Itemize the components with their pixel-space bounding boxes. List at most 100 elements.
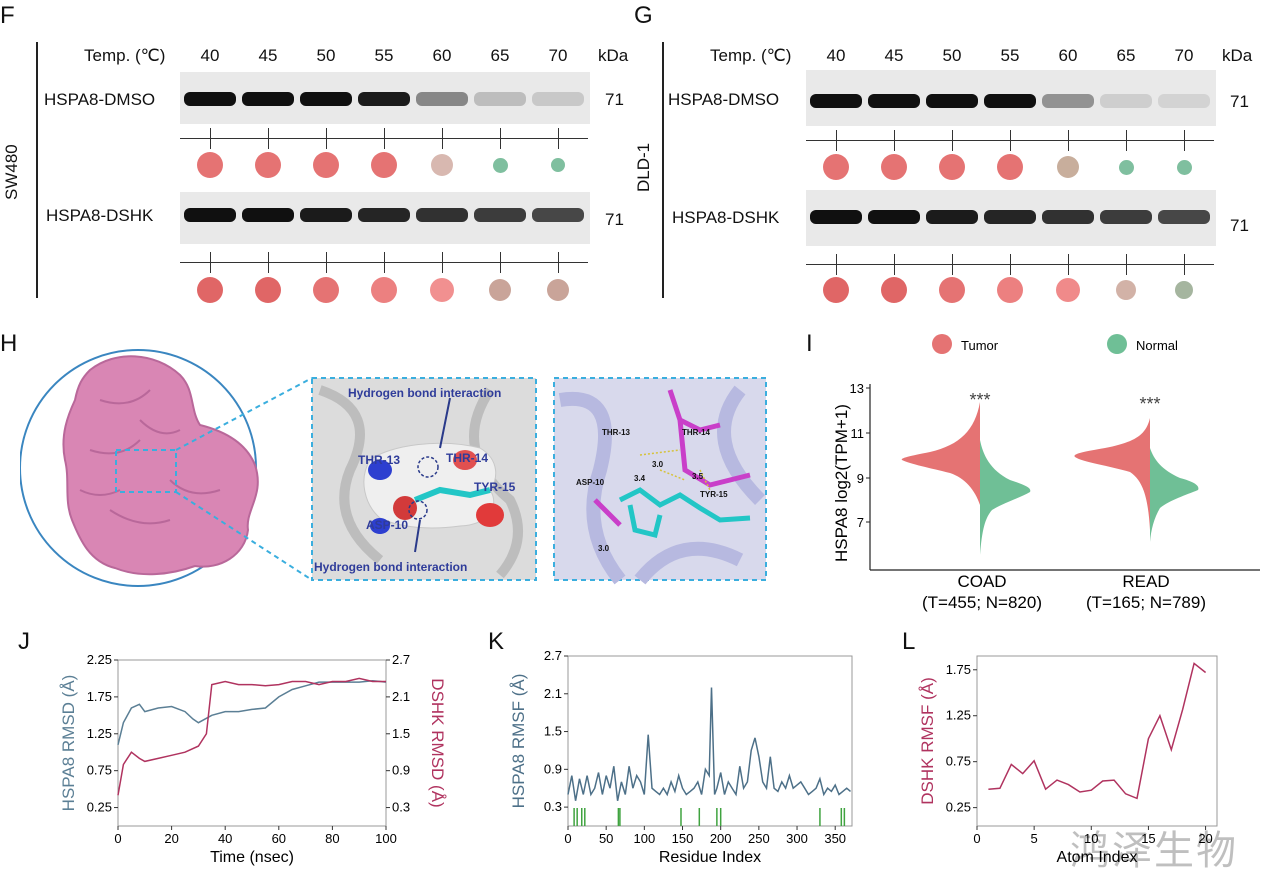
band-g-1-3 bbox=[984, 210, 1036, 224]
y-tick-label: 0.3 bbox=[544, 799, 562, 814]
x-tick-label: 0 bbox=[114, 831, 121, 846]
stability-dot-g-1-2 bbox=[939, 277, 965, 303]
violin-y-tick-label: 13 bbox=[850, 381, 864, 396]
cell-line-label-g: DLD-1 bbox=[634, 142, 653, 192]
stability-dot-f-0-3 bbox=[371, 152, 397, 178]
label-hbond-bottom: Hydrogen bond interaction bbox=[314, 560, 468, 574]
panel-letter-j: J bbox=[18, 628, 30, 655]
stability-dot-g-0-0 bbox=[823, 154, 849, 180]
label-dist-2: 3.4 bbox=[634, 474, 646, 483]
y2-axis-title: DSHK RMSD (Å) bbox=[428, 678, 447, 807]
stability-dot-f-1-2 bbox=[313, 277, 339, 303]
sig-stars-coad: *** bbox=[969, 390, 990, 410]
x-tick-label: 150 bbox=[672, 831, 694, 846]
dot-axis-tick bbox=[384, 139, 385, 149]
band-f-1-2 bbox=[300, 208, 352, 222]
x-axis-title: Time (nsec) bbox=[210, 849, 294, 866]
panel-letter-i: I bbox=[806, 330, 813, 357]
panel-letter-g: G bbox=[634, 2, 653, 29]
dot-axis-tick bbox=[326, 139, 327, 149]
plot-frame bbox=[567, 655, 853, 827]
band-g-0-4 bbox=[1042, 94, 1094, 108]
y2-tick-label: 0.3 bbox=[392, 800, 410, 815]
dot-axis-tick bbox=[1068, 254, 1069, 264]
label-asp10-right: ASP-10 bbox=[576, 478, 605, 487]
band-f-1-4 bbox=[416, 208, 468, 222]
y-tick-label: 1.5 bbox=[544, 724, 562, 739]
stability-dot-f-0-4 bbox=[431, 154, 453, 176]
dot-axis-tick bbox=[836, 130, 837, 140]
band-g-0-2 bbox=[926, 94, 978, 108]
stability-dot-g-1-0 bbox=[823, 277, 849, 303]
temp-value-g-45: 45 bbox=[884, 46, 904, 65]
dot-axis-tick bbox=[442, 263, 443, 273]
dot-axis-tick bbox=[1184, 130, 1185, 140]
x-tick-label: 100 bbox=[375, 831, 397, 846]
temp-value-g-70: 70 bbox=[1174, 46, 1194, 65]
stability-dot-g-0-3 bbox=[997, 154, 1023, 180]
dot-axis-tick bbox=[210, 128, 211, 138]
dot-axis-tick bbox=[1184, 265, 1185, 275]
band-f-0-1 bbox=[242, 92, 294, 106]
protein-surface-shape bbox=[62, 355, 259, 576]
dot-axis-line-f-1 bbox=[180, 262, 588, 263]
dot-axis-tick bbox=[1010, 254, 1011, 264]
stability-dot-f-0-1 bbox=[255, 152, 281, 178]
panel-letter-f: F bbox=[0, 2, 15, 29]
temp-value-g-50: 50 bbox=[942, 46, 962, 65]
dot-axis-line-f-0 bbox=[180, 138, 588, 139]
y-tick-label: 2.7 bbox=[544, 648, 562, 663]
dot-axis-tick bbox=[384, 252, 385, 262]
x-tick-label: 250 bbox=[748, 831, 770, 846]
band-f-0-2 bbox=[300, 92, 352, 106]
dot-axis-tick bbox=[500, 128, 501, 138]
label-hbond-top: Hydrogen bond interaction bbox=[348, 386, 502, 400]
x-tick-label: 40 bbox=[218, 831, 232, 846]
dot-axis-tick bbox=[952, 254, 953, 264]
stability-dot-g-0-2 bbox=[939, 154, 965, 180]
stability-dot-g-0-1 bbox=[881, 154, 907, 180]
dot-axis-tick bbox=[442, 139, 443, 149]
y-tick-label: 1.75 bbox=[946, 662, 971, 677]
dot-axis-tick bbox=[442, 128, 443, 138]
stability-dot-g-1-1 bbox=[881, 277, 907, 303]
y-tick-label: 2.25 bbox=[87, 652, 112, 667]
y-tick-label: 0.75 bbox=[87, 763, 112, 778]
band-g-0-0 bbox=[810, 94, 862, 108]
x-tick-label: 0 bbox=[973, 831, 980, 846]
label-tyr15-right: TYR-15 bbox=[700, 490, 728, 499]
stability-dot-f-1-1 bbox=[255, 277, 281, 303]
temp-value-f-45: 45 bbox=[258, 46, 278, 65]
x-tick-label: 15 bbox=[1141, 831, 1155, 846]
dot-axis-tick bbox=[952, 265, 953, 275]
dot-axis-tick bbox=[836, 265, 837, 275]
kda-value-g-dmso: 71 bbox=[1230, 92, 1249, 111]
temp-label-f: Temp. (℃) bbox=[84, 46, 166, 65]
panel-g-divider bbox=[662, 42, 664, 298]
temp-label-g: Temp. (℃) bbox=[710, 46, 792, 65]
kda-value-f-dshk: 71 bbox=[605, 210, 624, 229]
temp-value-f-60: 60 bbox=[432, 46, 452, 65]
stability-dot-g-1-6 bbox=[1175, 281, 1193, 299]
dot-axis-tick bbox=[558, 139, 559, 149]
kda-label-f: kDa bbox=[598, 46, 629, 65]
x-axis-title: Atom Index bbox=[1057, 849, 1138, 866]
x-tick-label: 350 bbox=[824, 831, 846, 846]
kda-value-f-dmso: 71 bbox=[605, 90, 624, 109]
plot-frame bbox=[976, 655, 1218, 827]
dot-axis-tick bbox=[268, 252, 269, 262]
dot-axis-tick bbox=[894, 130, 895, 140]
temp-value-f-65: 65 bbox=[490, 46, 510, 65]
violin-tumor-coad bbox=[901, 402, 980, 505]
group-n-read: (T=165; N=789) bbox=[1086, 593, 1206, 612]
stability-dot-f-0-5 bbox=[492, 157, 508, 173]
label-dist-1: 3.0 bbox=[652, 460, 664, 469]
panel-letter-k: K bbox=[488, 628, 505, 655]
stability-dot-f-0-2 bbox=[313, 152, 339, 178]
label-asp10-middle: ASP-10 bbox=[366, 518, 409, 532]
y2-tick-label: 1.5 bbox=[392, 726, 410, 741]
dot-axis-tick bbox=[384, 128, 385, 138]
stability-dot-g-1-5 bbox=[1116, 280, 1136, 300]
protein-surface-figure bbox=[20, 349, 767, 587]
band-f-1-5 bbox=[474, 208, 526, 222]
